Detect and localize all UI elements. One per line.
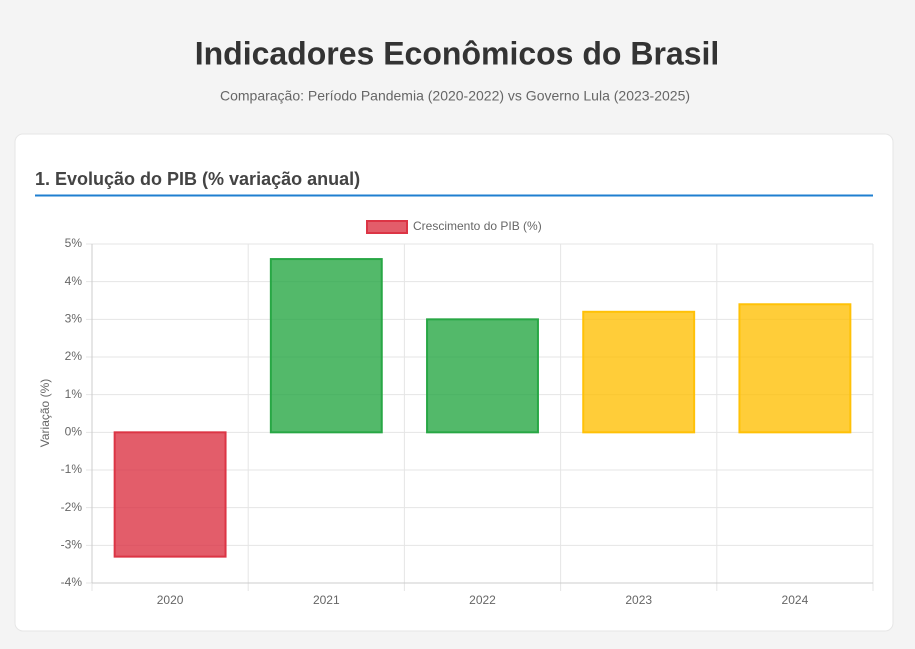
bar [269, 258, 383, 434]
bar [426, 318, 539, 434]
y-axis-title: Variação (%) [38, 379, 52, 447]
bar [738, 303, 852, 434]
y-tick-label: 0% [65, 425, 83, 439]
legend-label: Crescimento do PIB (%) [413, 219, 542, 233]
y-tick-label: 5% [65, 236, 83, 250]
chart-title: Indicadores Econômicos do Brasil [195, 35, 720, 71]
x-tick-label: 2022 [469, 593, 496, 607]
y-tick-label: 3% [65, 312, 83, 326]
y-tick-label: 4% [65, 274, 83, 288]
bar [582, 310, 696, 434]
y-tick-label: -3% [61, 538, 83, 552]
x-tick-label: 2020 [157, 593, 184, 607]
y-tick-label: -4% [61, 575, 83, 589]
y-tick-label: -2% [61, 500, 83, 514]
bar [113, 431, 227, 558]
subtitle: Comparação: Período Pandemia (2020-2022)… [220, 88, 690, 104]
y-tick-label: 2% [65, 349, 83, 363]
section-title: 1. Evolução do PIB (% variação anual) [35, 169, 360, 189]
y-tick-label: -1% [61, 462, 83, 476]
y-tick-label: 1% [65, 387, 83, 401]
x-tick-label: 2024 [782, 593, 809, 607]
legend-swatch [366, 220, 408, 234]
x-tick-label: 2023 [625, 593, 652, 607]
x-tick-label: 2021 [313, 593, 340, 607]
